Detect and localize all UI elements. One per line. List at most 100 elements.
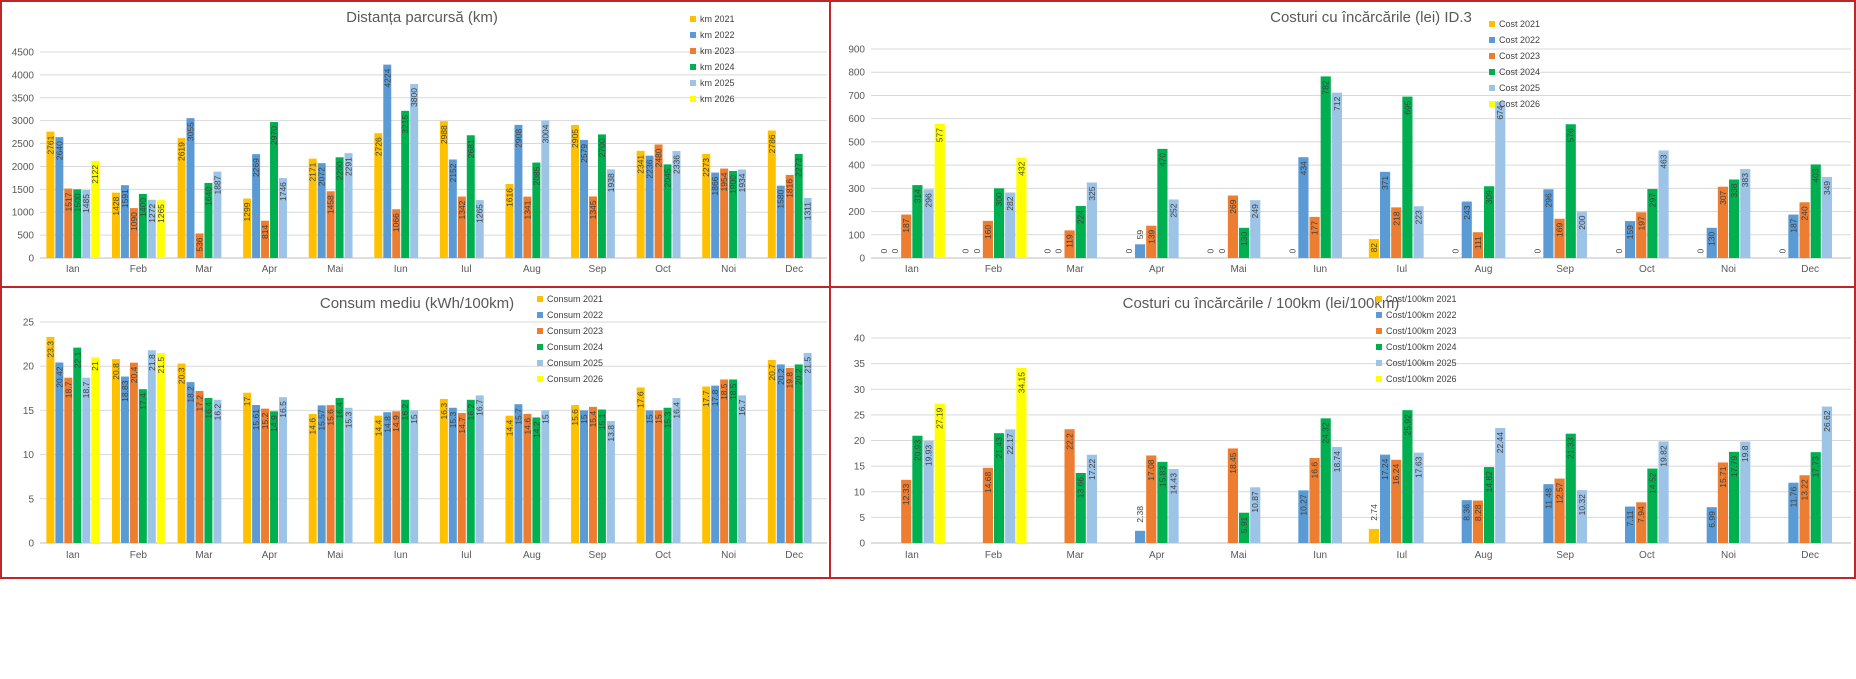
bar [636, 150, 645, 258]
data-label: 2761 [45, 135, 55, 154]
bar [1157, 461, 1168, 543]
y-tick-label: 15 [854, 462, 866, 473]
data-label: 2200 [335, 161, 345, 180]
x-tick-label: Oct [1639, 264, 1655, 275]
bar [597, 409, 606, 543]
bar [439, 398, 448, 543]
data-label: 1616 [504, 188, 514, 207]
bar [934, 124, 945, 258]
y-tick-label: 4000 [12, 70, 35, 81]
x-tick-label: Iun [394, 264, 408, 275]
data-label: 23.3 [45, 341, 55, 358]
bar [1717, 186, 1728, 258]
data-label: 13.8 [606, 425, 616, 442]
bar [156, 200, 165, 258]
legend-label: km 2021 [700, 14, 735, 24]
x-tick-label: Ian [66, 264, 80, 275]
bar [1576, 211, 1587, 258]
y-tick-label: 20 [854, 436, 866, 447]
bar [1309, 216, 1320, 258]
data-label: 2988 [439, 125, 449, 144]
data-label: 0 [1206, 249, 1216, 254]
bar [1320, 76, 1331, 258]
legend-swatch [1489, 101, 1495, 107]
data-label: 15.61 [251, 409, 261, 431]
data-label: 7.94 [1636, 506, 1646, 523]
data-label: 130 [1707, 232, 1717, 246]
data-label: 2171 [308, 162, 318, 181]
x-tick-label: Noi [1721, 550, 1736, 561]
data-label: 15.6 [570, 409, 580, 426]
data-label: 0 [1287, 249, 1297, 254]
bar [204, 398, 213, 543]
bar [73, 347, 82, 543]
y-tick-label: 400 [848, 161, 865, 172]
bar [1402, 96, 1413, 258]
data-label: 3800 [409, 88, 419, 107]
data-label: 3215 [400, 115, 410, 134]
data-label: 1265 [475, 204, 485, 223]
legend-label: Cost 2022 [1499, 35, 1540, 45]
data-label: 15.3 [344, 411, 354, 428]
data-label: 297 [1647, 193, 1657, 207]
data-label: 2122 [90, 165, 100, 184]
bar [776, 364, 785, 543]
data-label: 1090 [129, 212, 139, 231]
bar [401, 110, 410, 258]
bar [466, 399, 475, 543]
data-label: 14.4 [373, 419, 383, 436]
data-label: 15.6 [326, 409, 336, 426]
x-tick-label: Dec [1801, 550, 1819, 561]
data-label: 17.22 [1087, 458, 1097, 480]
y-tick-label: 100 [848, 230, 865, 241]
consumption-chart: Consum mediu (kWh/100km) 0 5 10 15 20 25 23.3 20… [23, 294, 827, 561]
legend-label: Cost 2026 [1499, 99, 1540, 109]
data-label: 22.2 [1065, 433, 1075, 450]
bar [1227, 195, 1238, 258]
bar [457, 196, 466, 258]
bar [532, 417, 541, 543]
data-label: 119 [1065, 234, 1075, 248]
data-label: 21.43 [994, 437, 1004, 459]
bar [120, 185, 129, 258]
bar [523, 196, 532, 258]
data-label: 1345 [588, 200, 598, 219]
bar [138, 389, 147, 543]
data-label: 314 [912, 189, 922, 203]
bar [177, 138, 186, 258]
data-label: 15 [645, 414, 655, 424]
bar [261, 220, 270, 258]
y-tick-label: 35 [854, 359, 866, 370]
legend-label: Consum 2026 [547, 374, 603, 384]
data-label: 14.9 [269, 415, 279, 432]
legend-swatch [1489, 85, 1495, 91]
x-tick-label: Oct [655, 550, 671, 561]
data-label: 25.92 [1402, 414, 1412, 436]
bar [1391, 207, 1402, 258]
bar [912, 185, 923, 258]
data-label: 17.6 [636, 391, 646, 408]
bar [344, 153, 353, 258]
data-label: 1517 [63, 192, 73, 211]
data-label: 14.6 [308, 418, 318, 435]
data-label: 160 [983, 225, 993, 239]
bar [1413, 206, 1424, 258]
bar [767, 130, 776, 258]
bar [1402, 410, 1413, 543]
data-label: 296 [1543, 193, 1553, 207]
data-label: 224 [1076, 210, 1086, 224]
data-label: 14.43 [1169, 473, 1179, 495]
data-label: 14.68 [983, 472, 993, 494]
data-label: 10.87 [1250, 491, 1260, 513]
x-tick-label: Sep [1556, 550, 1574, 561]
data-label: 2291 [344, 157, 354, 176]
x-tick-label: Apr [1149, 264, 1165, 275]
y-tick-label: 20 [23, 362, 35, 373]
data-label: 2786 [767, 134, 777, 153]
data-label: 16.24 [1391, 464, 1401, 486]
x-tick-label: Noi [721, 264, 736, 275]
bar [55, 137, 64, 258]
data-label: 21.33 [1566, 437, 1576, 459]
bar [1005, 192, 1016, 258]
